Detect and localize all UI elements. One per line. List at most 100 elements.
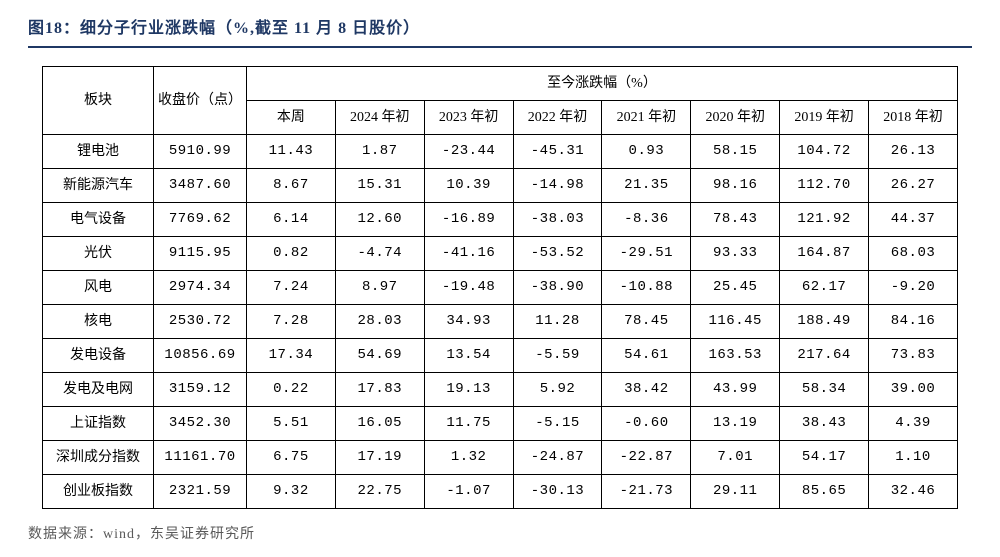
- sector-cell: 光伏: [43, 237, 154, 271]
- change-cell: 58.34: [780, 373, 869, 407]
- change-cell: 29.11: [691, 475, 780, 509]
- header-period: 2020 年初: [691, 101, 780, 135]
- table-row: 新能源汽车3487.608.6715.3110.39-14.9821.3598.…: [43, 169, 958, 203]
- change-cell: 38.43: [780, 407, 869, 441]
- table-row: 发电设备10856.6917.3454.6913.54-5.5954.61163…: [43, 339, 958, 373]
- price-cell: 2530.72: [154, 305, 247, 339]
- price-cell: 5910.99: [154, 135, 247, 169]
- change-cell: 62.17: [780, 271, 869, 305]
- change-cell: 54.69: [335, 339, 424, 373]
- change-cell: 11.28: [513, 305, 602, 339]
- change-cell: 13.54: [424, 339, 513, 373]
- change-cell: 58.15: [691, 135, 780, 169]
- price-cell: 2974.34: [154, 271, 247, 305]
- change-cell: 10.39: [424, 169, 513, 203]
- sector-cell: 电气设备: [43, 203, 154, 237]
- table-row: 电气设备7769.626.1412.60-16.89-38.03-8.3678.…: [43, 203, 958, 237]
- change-cell: 188.49: [780, 305, 869, 339]
- change-cell: -38.90: [513, 271, 602, 305]
- change-cell: 5.51: [246, 407, 335, 441]
- change-cell: -10.88: [602, 271, 691, 305]
- change-cell: 104.72: [780, 135, 869, 169]
- change-cell: 39.00: [869, 373, 958, 407]
- price-cell: 3452.30: [154, 407, 247, 441]
- change-cell: 78.43: [691, 203, 780, 237]
- change-cell: 9.32: [246, 475, 335, 509]
- change-cell: 78.45: [602, 305, 691, 339]
- change-cell: 34.93: [424, 305, 513, 339]
- change-cell: 11.75: [424, 407, 513, 441]
- change-cell: -1.07: [424, 475, 513, 509]
- change-cell: 11.43: [246, 135, 335, 169]
- change-cell: -53.52: [513, 237, 602, 271]
- sector-cell: 风电: [43, 271, 154, 305]
- change-cell: 1.32: [424, 441, 513, 475]
- change-cell: 8.67: [246, 169, 335, 203]
- sector-cell: 发电及电网: [43, 373, 154, 407]
- table-row: 创业板指数2321.599.3222.75-1.07-30.13-21.7329…: [43, 475, 958, 509]
- sector-cell: 锂电池: [43, 135, 154, 169]
- change-cell: 6.75: [246, 441, 335, 475]
- change-cell: 28.03: [335, 305, 424, 339]
- change-cell: 38.42: [602, 373, 691, 407]
- table-body: 锂电池5910.9911.431.87-23.44-45.310.9358.15…: [43, 135, 958, 509]
- change-cell: 26.13: [869, 135, 958, 169]
- price-cell: 9115.95: [154, 237, 247, 271]
- header-period: 2021 年初: [602, 101, 691, 135]
- header-change-group: 至今涨跌幅（%）: [246, 67, 957, 101]
- change-cell: -4.74: [335, 237, 424, 271]
- change-cell: 84.16: [869, 305, 958, 339]
- change-cell: 217.64: [780, 339, 869, 373]
- change-cell: -45.31: [513, 135, 602, 169]
- change-cell: -9.20: [869, 271, 958, 305]
- change-cell: -5.15: [513, 407, 602, 441]
- header-period: 2019 年初: [780, 101, 869, 135]
- header-sector: 板块: [43, 67, 154, 135]
- change-cell: 112.70: [780, 169, 869, 203]
- table-row: 深圳成分指数11161.706.7517.191.32-24.87-22.877…: [43, 441, 958, 475]
- change-cell: -14.98: [513, 169, 602, 203]
- table-row: 风电2974.347.248.97-19.48-38.90-10.8825.45…: [43, 271, 958, 305]
- change-cell: 7.01: [691, 441, 780, 475]
- change-cell: 43.99: [691, 373, 780, 407]
- sector-cell: 新能源汽车: [43, 169, 154, 203]
- price-cell: 3487.60: [154, 169, 247, 203]
- change-cell: 15.31: [335, 169, 424, 203]
- table-row: 锂电池5910.9911.431.87-23.44-45.310.9358.15…: [43, 135, 958, 169]
- sector-cell: 深圳成分指数: [43, 441, 154, 475]
- data-source: 数据来源：wind，东吴证券研究所: [28, 523, 972, 543]
- change-cell: 73.83: [869, 339, 958, 373]
- change-cell: 93.33: [691, 237, 780, 271]
- price-cell: 2321.59: [154, 475, 247, 509]
- change-cell: 164.87: [780, 237, 869, 271]
- change-cell: 16.05: [335, 407, 424, 441]
- change-cell: 26.27: [869, 169, 958, 203]
- change-cell: 32.46: [869, 475, 958, 509]
- header-period: 2018 年初: [869, 101, 958, 135]
- change-cell: -41.16: [424, 237, 513, 271]
- header-period: 2022 年初: [513, 101, 602, 135]
- change-cell: 6.14: [246, 203, 335, 237]
- change-cell: -0.60: [602, 407, 691, 441]
- change-cell: 0.22: [246, 373, 335, 407]
- change-cell: 13.19: [691, 407, 780, 441]
- change-cell: -8.36: [602, 203, 691, 237]
- change-cell: 25.45: [691, 271, 780, 305]
- change-cell: 163.53: [691, 339, 780, 373]
- sector-cell: 创业板指数: [43, 475, 154, 509]
- change-cell: 98.16: [691, 169, 780, 203]
- table-container: 板块 收盘价（点） 至今涨跌幅（%） 本周 2024 年初 2023 年初 20…: [28, 66, 972, 509]
- sector-cell: 发电设备: [43, 339, 154, 373]
- change-cell: 19.13: [424, 373, 513, 407]
- change-cell: -23.44: [424, 135, 513, 169]
- change-cell: 1.10: [869, 441, 958, 475]
- change-cell: 68.03: [869, 237, 958, 271]
- header-period: 2023 年初: [424, 101, 513, 135]
- change-cell: 17.19: [335, 441, 424, 475]
- change-cell: 7.24: [246, 271, 335, 305]
- change-cell: 121.92: [780, 203, 869, 237]
- change-cell: 17.83: [335, 373, 424, 407]
- change-cell: -22.87: [602, 441, 691, 475]
- change-cell: -19.48: [424, 271, 513, 305]
- change-cell: 85.65: [780, 475, 869, 509]
